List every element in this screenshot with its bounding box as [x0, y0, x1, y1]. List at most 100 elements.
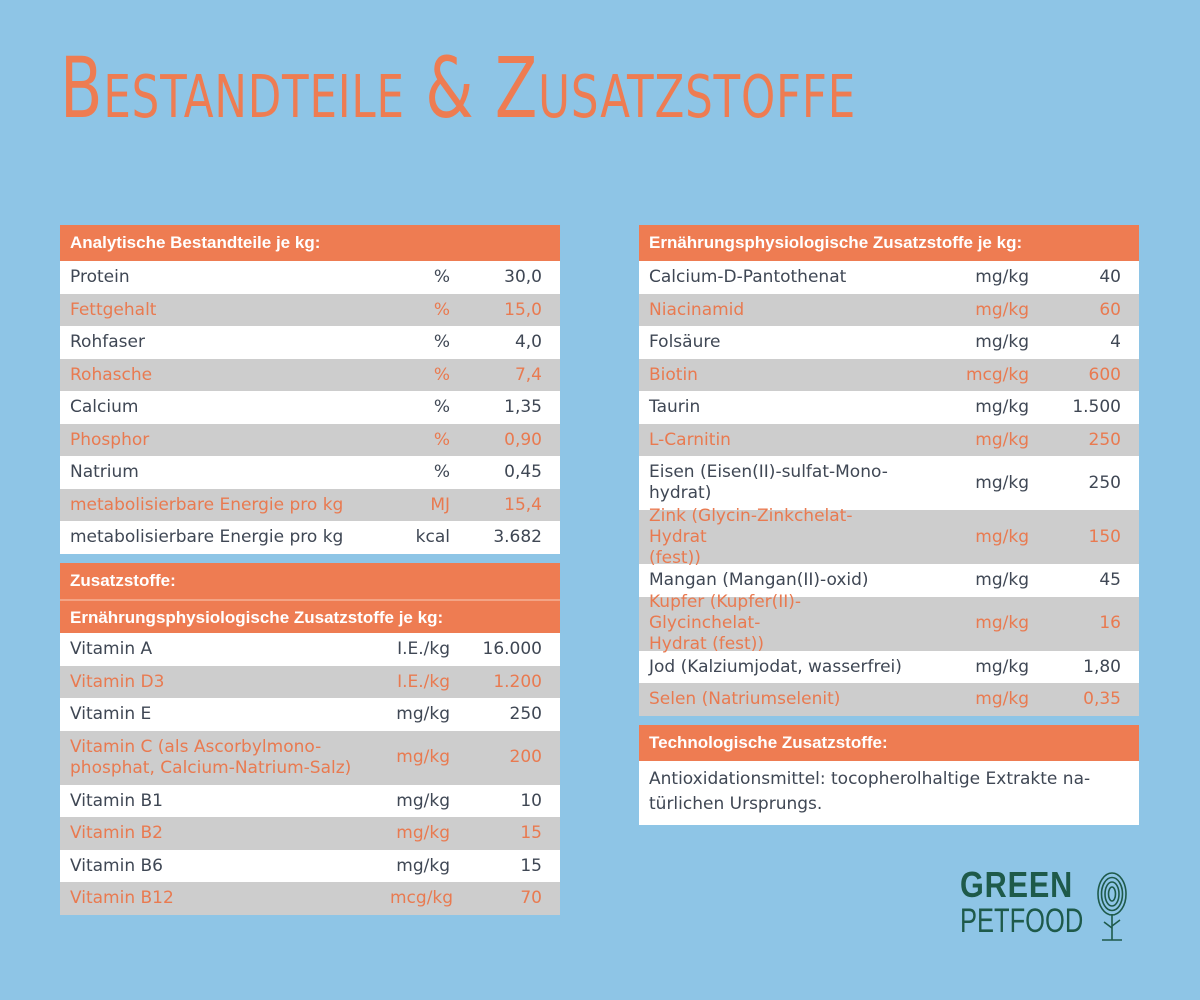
row-name: Natrium [70, 462, 139, 483]
row-value: 70 [520, 888, 542, 909]
row-value: 0,90 [504, 429, 542, 450]
tech-text-line1: Antioxidationsmittel: tocopherolhaltige … [649, 769, 1091, 789]
row-value: 10 [520, 790, 542, 811]
row-name: Vitamin B6 [70, 855, 164, 876]
nutrition-header-left: Ernährungsphysiologische Zusatzstoffe je… [60, 599, 560, 633]
row-unit: % [433, 364, 450, 385]
row-value: 250 [1088, 429, 1121, 450]
table-row: Folsäure mg/kg 4 [639, 326, 1139, 359]
row-value: 1,35 [504, 397, 542, 418]
table-row: Eisen (Eisen(II)-sulfat-Mono- hydrat) mg/… [639, 456, 1139, 510]
row-value: 60 [1099, 299, 1121, 320]
row-unit: mg/kg [975, 656, 1029, 677]
row-unit: % [433, 397, 450, 418]
row-value: 600 [1088, 364, 1121, 385]
table-row: Jod (Kalziumjodat, wasserfrei) mg/kg 1,80 [639, 650, 1139, 683]
row-name: Calcium [70, 397, 139, 418]
row-unit: MJ [430, 494, 450, 515]
vitamin-table: Vitamin A I.E./kg 16.000 Vitamin D3 I.E./kg 1… [60, 633, 560, 915]
row-value: 150 [1088, 526, 1121, 547]
row-value: 250 [1088, 472, 1121, 493]
row-value: 7,4 [514, 364, 542, 385]
row-name: Fettgehalt [70, 299, 157, 320]
row-value: 4,0 [514, 332, 542, 353]
row-name: Vitamin A [70, 639, 153, 660]
table-row: Vitamin A I.E./kg 16.000 [60, 633, 560, 666]
table-row: Vitamin C (als Ascorbylmono- phosphat, C… [60, 730, 560, 785]
row-name: Vitamin E [70, 704, 152, 725]
row-name: Vitamin C (als Ascorbylmono- phosphat, C… [70, 736, 352, 778]
row-unit: kcal [415, 527, 450, 548]
row-name: Calcium-D-Pantothenat [649, 267, 847, 288]
table-row: Vitamin E mg/kg 250 [60, 698, 560, 731]
table-row: Niacinamid mg/kg 60 [639, 293, 1139, 326]
row-unit: % [433, 429, 450, 450]
row-name: Rohasche [70, 364, 153, 385]
row-name: Vitamin D3 [70, 671, 165, 692]
row-name: Phosphor [70, 429, 150, 450]
row-unit: mcg/kg [390, 888, 454, 909]
row-unit: mg/kg [975, 472, 1029, 493]
row-value: 200 [509, 747, 542, 767]
row-value: 45 [1099, 570, 1121, 591]
row-unit: mg/kg [396, 704, 450, 725]
row-name: Jod (Kalziumjodat, wasserfrei) [649, 656, 902, 677]
row-unit: mg/kg [396, 855, 450, 876]
table-row: metabolisierbare Energie pro kg MJ 15,4 [60, 488, 560, 521]
row-unit: % [433, 332, 450, 353]
row-unit: mg/kg [396, 823, 450, 844]
tech-text: Antioxidationsmittel: tocopherolhaltige … [639, 761, 1139, 825]
row-unit: mg/kg [975, 526, 1029, 547]
table-row: Fettgehalt% 15,0 [60, 293, 560, 326]
row-value: 4 [1110, 332, 1121, 353]
table-row: Calcium-D-Pantothenat mg/kg 40 [639, 261, 1139, 294]
row-unit: % [433, 299, 450, 320]
row-unit: mg/kg [975, 613, 1029, 633]
table-row: L-Carnitin mg/kg 250 [639, 423, 1139, 456]
table-row: Zink (Glycin-Zinkchelat-Hydrat (fest)) mg… [639, 506, 1139, 568]
row-value: 1.500 [1072, 397, 1121, 418]
row-value: 15 [520, 823, 542, 844]
left-panel: Analytische Bestandteile je kg: Protein%… [60, 225, 560, 554]
left-additives-panel: Zusatzstoffe: Ernährungsphysiologische Z… [60, 563, 560, 915]
row-name: Biotin [649, 364, 698, 385]
table-row: Rohfaser% 4,0 [60, 326, 560, 359]
table-row: Kupfer (Kupfer(II)-Glycinchelat- Hydrat … [639, 592, 1139, 654]
row-name: Taurin [649, 397, 701, 418]
table-row: Vitamin B12 mcg/kg 70 [60, 882, 560, 915]
row-unit: I.E./kg [397, 639, 450, 660]
analytic-table: Protein% 30,0 Fettgehalt% 15,0 Rohfaser% 4,0 R… [60, 261, 560, 554]
row-value: 0,45 [504, 462, 542, 483]
row-name: Selen (Natriumselenit) [649, 689, 841, 710]
row-name: metabolisierbare Energie pro kg [70, 494, 344, 515]
row-name: Mangan (Mangan(II)-oxid) [649, 570, 869, 591]
row-value: 3.682 [493, 527, 542, 548]
row-name: Zink (Glycin-Zinkchelat-Hydrat (fest)) [649, 505, 853, 568]
row-unit: % [433, 462, 450, 483]
row-value: 15,0 [504, 299, 542, 320]
row-value: 1,80 [1083, 656, 1121, 677]
table-row: Biotin mcg/kg 600 [639, 358, 1139, 391]
tree-fingerprint-icon [1097, 872, 1127, 941]
row-name: Vitamin B2 [70, 823, 164, 844]
brand-logo: GREEN PETFOOD [960, 866, 1130, 946]
table-row: Vitamin B2 mg/kg 15 [60, 817, 560, 850]
table-row: Natrium% 0,45 [60, 456, 560, 489]
row-unit: mg/kg [396, 747, 450, 767]
row-name: Niacinamid [649, 299, 745, 320]
row-value: 16.000 [482, 639, 542, 660]
row-value: 250 [509, 704, 542, 725]
row-name: Rohfaser [70, 332, 145, 353]
row-value: 40 [1099, 267, 1121, 288]
row-value: 30,0 [504, 267, 542, 288]
table-row: Taurin mg/kg 1.500 [639, 391, 1139, 424]
analytic-header: Analytische Bestandteile je kg: [60, 225, 560, 261]
table-row: Protein% 30,0 [60, 261, 560, 294]
table-row: Calcium% 1,35 [60, 391, 560, 424]
row-unit: I.E./kg [397, 671, 450, 692]
row-name: L-Carnitin [649, 429, 731, 450]
tech-panel: Technologische Zusatzstoffe: Antioxidati… [639, 725, 1139, 825]
row-unit: mg/kg [396, 790, 450, 811]
row-name: metabolisierbare Energie pro kg [70, 527, 344, 548]
logo-line1: GREEN [960, 864, 1074, 905]
